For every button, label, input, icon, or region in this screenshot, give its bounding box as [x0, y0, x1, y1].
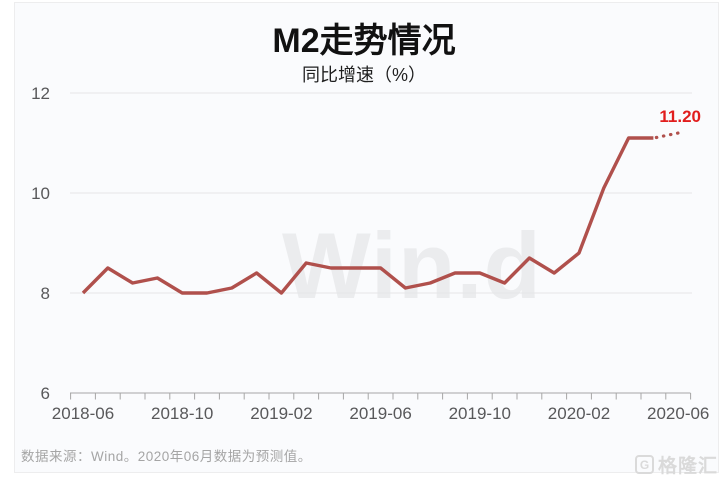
chart-card: [14, 2, 719, 473]
gelonghui-logo-text: 格隆汇: [657, 456, 718, 477]
last-value-label: 11.20: [659, 107, 701, 126]
x-axis: [70, 392, 692, 400]
x-tick-label-2020-06: 2020-06: [647, 404, 709, 423]
y-tick-label-6: 6: [41, 384, 50, 403]
m2-data-line: [81, 136, 654, 295]
gridlines: [70, 92, 692, 294]
axis-labels: 6 8 10 12 2018-06 2018-10 2019-02 2019-06 2019-1…: [31, 84, 709, 423]
x-tick-label-2019-06: 2019-06: [349, 404, 411, 423]
gelonghui-logo: G 格隆汇: [634, 451, 718, 478]
x-tick-label-2019-02: 2019-02: [250, 404, 312, 423]
gelonghui-g-icon: G: [634, 455, 654, 474]
chart-title: M2走势情况: [272, 22, 456, 60]
x-tick-label-2018-06: 2018-06: [52, 404, 114, 423]
y-tick-label-8: 8: [41, 284, 50, 303]
chart-subtitle: 同比增速（%）: [301, 65, 426, 85]
x-tick-label-2019-10: 2019-10: [449, 404, 511, 423]
x-tick-label-2018-10: 2018-10: [151, 404, 213, 423]
y-tick-label-10: 10: [31, 184, 50, 203]
x-tick-label-2020-02: 2020-02: [548, 404, 610, 423]
data-series: 11.20: [81, 107, 701, 295]
forecast-dotted-segment: [654, 131, 680, 140]
source-note: 数据来源：Wind。2020年06月数据为预测值。: [21, 449, 312, 464]
y-tick-label-12: 12: [31, 84, 50, 103]
